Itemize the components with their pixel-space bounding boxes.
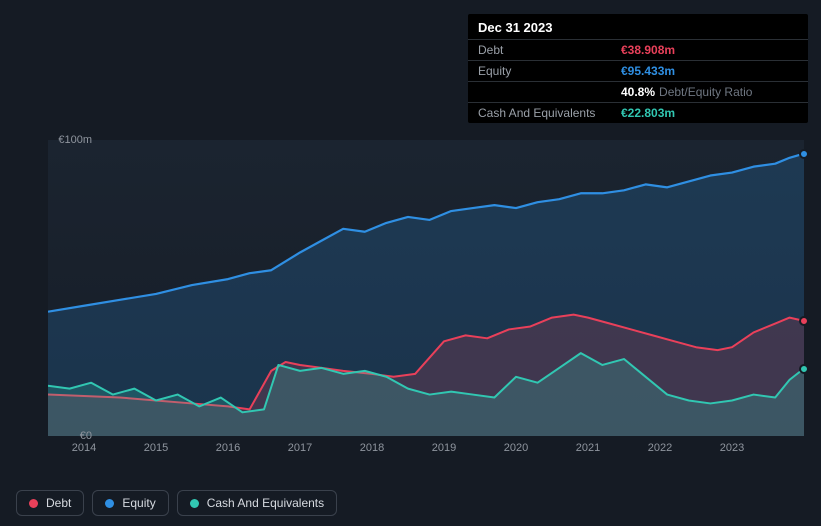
x-axis: 2014 2015 2016 2017 2018 2019 2020 2021 2022 2023 [48,440,804,460]
financials-chart: 2014 2015 2016 2017 2018 2019 2020 2021 2022 2023… [16,120,806,500]
tooltip-row: Equity €95.433m [468,60,808,81]
tooltip-row-label: Cash And Equivalents [478,106,603,120]
x-axis-label: 2018 [360,442,384,454]
legend-label: Cash And Equivalents [207,496,324,510]
chart-legend: Debt Equity Cash And Equivalents [16,490,337,516]
x-axis-label: 2020 [504,442,528,454]
legend-dot-icon [190,499,199,508]
x-axis-label: 2017 [288,442,312,454]
series-end-marker [799,316,809,326]
tooltip-row: 40.8%Debt/Equity Ratio [468,81,808,102]
tooltip-row-value: €95.433m [621,64,675,78]
legend-dot-icon [105,499,114,508]
series-end-marker [799,364,809,374]
legend-label: Equity [122,496,155,510]
x-axis-label: 2014 [72,442,96,454]
x-axis-label: 2015 [144,442,168,454]
x-axis-label: 2016 [216,442,240,454]
series-end-marker [799,149,809,159]
x-axis-label: 2021 [576,442,600,454]
tooltip-row-value: €38.908m [621,43,675,57]
tooltip-rows: Debt €38.908m Equity €95.433m 40.8%Debt/Equi… [468,39,808,123]
tooltip-row-value: €22.803m [621,106,675,120]
tooltip-row-extra: Debt/Equity Ratio [659,85,752,99]
tooltip-row-label: Equity [478,64,603,78]
legend-item[interactable]: Equity [92,490,168,516]
tooltip-row-label: Debt [478,43,603,57]
x-axis-label: 2023 [720,442,744,454]
legend-item[interactable]: Debt [16,490,84,516]
tooltip-row: Debt €38.908m [468,39,808,60]
tooltip-date: Dec 31 2023 [468,14,808,39]
legend-item[interactable]: Cash And Equivalents [177,490,337,516]
tooltip-row: Cash And Equivalents €22.803m [468,102,808,123]
legend-label: Debt [46,496,71,510]
x-axis-label: 2022 [648,442,672,454]
chart-plot-area[interactable] [48,140,804,436]
legend-dot-icon [29,499,38,508]
tooltip-row-value: 40.8%Debt/Equity Ratio [621,85,752,99]
chart-tooltip: Dec 31 2023 Debt €38.908m Equity €95.433m 40… [468,14,808,123]
y-axis-label: €0 [48,430,92,442]
y-axis-label: €100m [48,134,92,146]
tooltip-row-label [478,85,603,99]
chart-svg [48,140,804,436]
x-axis-label: 2019 [432,442,456,454]
